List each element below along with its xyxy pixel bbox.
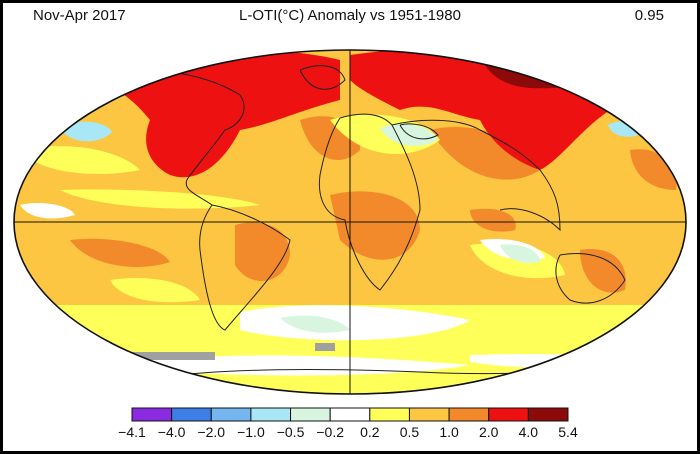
scale-tick-label: −2.0 [197, 424, 225, 440]
scale-tick-label: 0.5 [400, 424, 419, 440]
scale-tick-label: 2.0 [479, 424, 498, 440]
scale-swatch [330, 408, 370, 421]
scale-swatch [370, 408, 410, 421]
scale-tick-label: −0.2 [316, 424, 344, 440]
scale-tick-label: −1.0 [237, 424, 265, 440]
scale-tick-label: 4.0 [519, 424, 538, 440]
scale-tick-label: −4.0 [158, 424, 186, 440]
color-scale [0, 0, 700, 454]
scale-swatch [449, 408, 489, 421]
scale-swatch [528, 408, 568, 421]
scale-swatch [291, 408, 331, 421]
scale-tick-label: 5.4 [558, 424, 577, 440]
scale-swatch [211, 408, 251, 421]
scale-swatch [132, 408, 172, 421]
scale-tick-label: −0.5 [277, 424, 305, 440]
scale-tick-label: 0.2 [360, 424, 379, 440]
scale-swatch [251, 408, 291, 421]
scale-swatch [489, 408, 529, 421]
scale-tick-label: −4.1 [118, 424, 146, 440]
scale-swatches [132, 408, 568, 421]
scale-swatch [409, 408, 449, 421]
scale-tick-label: 1.0 [439, 424, 458, 440]
scale-swatch [172, 408, 212, 421]
